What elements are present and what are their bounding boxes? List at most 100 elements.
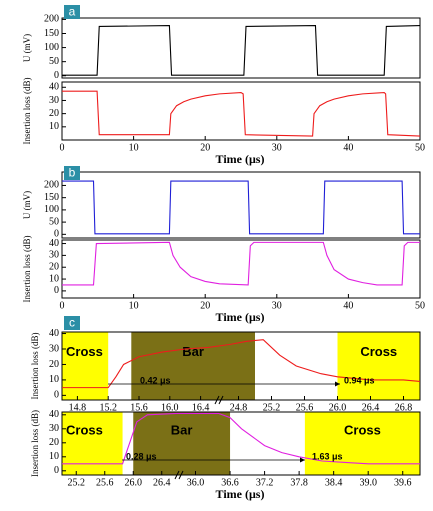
y-tick-label: 50 [49,56,59,67]
x-tick-label: 15.2 [99,402,117,413]
x-tick-label: 39.0 [359,477,377,488]
panel-label: c [69,316,75,330]
x-tick-label: 50 [415,300,425,311]
trace [62,241,420,286]
x-tick-label: 30 [272,142,282,153]
axis-break [174,470,184,480]
panel-label: b [69,166,76,180]
x-tick-label: 37.2 [256,477,274,488]
trace [62,25,421,76]
y-tick-label: 150 [44,28,59,39]
y-tick-label: 30 [49,95,59,106]
y-tick-label: 10 [49,374,59,385]
y-tick-label: 40 [49,328,59,339]
annotation: 1.63 μs [312,451,343,461]
plot-frame [61,331,421,401]
y-tick-label: 20 [49,262,59,273]
annotation: 0.42 μs [140,375,171,385]
region-label: Bar [182,344,204,359]
y-tick-label: 30 [49,423,59,434]
region [131,332,255,400]
plot-frame [61,411,421,476]
x-tick-label: 26.8 [395,402,413,413]
trace [62,90,421,137]
x-tick-label: 50 [415,142,425,153]
x-axis-label: Time (μs) [216,152,265,166]
y-tick-label: 0 [54,70,59,81]
x-tick-label: 16.0 [161,402,179,413]
y-tick-label: 20 [49,359,59,370]
y-tick-label: 10 [49,273,59,284]
y-tick-label: 40 [49,82,59,93]
y-tick-label: 200 [44,180,59,191]
trace [62,180,420,235]
x-tick-label: 38.4 [325,477,343,488]
y-axis-label: Insertion loss (dB) [22,78,32,145]
x-tick-label: 15.6 [130,402,148,413]
x-tick-label: 26.0 [329,402,347,413]
plot-frame [61,81,421,141]
region [304,412,420,475]
y-axis-label: Insertion loss (dB) [22,236,32,303]
y-tick-label: 10 [49,121,59,132]
y-axis-label: Insertion loss (dB) [30,333,40,400]
region [62,412,123,475]
annotation: 0.28 μs [126,451,157,461]
x-tick-label: 37.8 [290,477,308,488]
x-tick-label: 36.6 [221,477,239,488]
y-tick-label: 150 [44,192,59,203]
y-tick-label: 20 [49,437,59,448]
x-tick-label: 26.4 [153,477,171,488]
y-axis-label: Insertion loss (dB) [30,410,40,477]
y-tick-label: 100 [44,42,59,53]
region [337,332,420,400]
x-tick-label: 39.6 [394,477,412,488]
x-tick-label: 25.2 [263,402,281,413]
x-tick-label: 25.6 [296,402,314,413]
arrow-head [300,457,305,463]
panel-label: a [69,5,76,19]
plot-frame [61,17,421,79]
x-tick-label: 25.6 [96,477,114,488]
panel-label-box [64,316,80,330]
y-tick-label: 30 [49,250,59,261]
panel-label-box [64,5,80,19]
x-tick-label: 30 [272,300,282,311]
y-axis-label: U (mV) [22,34,32,62]
x-tick-label: 36.0 [187,477,205,488]
y-axis-label: U (mV) [22,191,32,219]
x-tick-label: 20 [200,142,210,153]
y-tick-label: 20 [49,108,59,119]
region [62,332,109,400]
y-tick-label: 40 [49,409,59,420]
x-tick-label: 24.8 [230,402,248,413]
x-tick-label: 25.2 [68,477,86,488]
annotation: 0.94 μs [344,375,375,385]
y-tick-label: 50 [49,216,59,227]
x-tick-label: 26.4 [362,402,380,413]
x-tick-label: 10 [129,300,139,311]
x-tick-label: 40 [343,142,353,153]
x-tick-label: 10 [129,142,139,153]
region-label: Cross [66,422,103,437]
y-tick-label: 10 [49,451,59,462]
panel-label-box [64,166,80,180]
arrow-head [335,381,340,387]
trace [62,339,421,389]
x-tick-label: 26.0 [125,477,143,488]
region [133,412,231,475]
region-label: Cross [344,422,381,437]
x-tick-label: 20 [200,300,210,311]
region-label: Cross [360,344,397,359]
x-tick-label: 0 [60,142,65,153]
x-axis-label: Time (μs) [216,487,265,501]
x-tick-label: 0 [60,300,65,311]
region-label: Cross [66,344,103,359]
y-tick-label: 200 [44,14,59,25]
y-tick-label: 0 [54,285,59,296]
region-label: Bar [171,422,193,437]
axis-break [214,395,224,405]
plot-frame [61,171,421,239]
x-tick-label: 14.8 [69,402,87,413]
